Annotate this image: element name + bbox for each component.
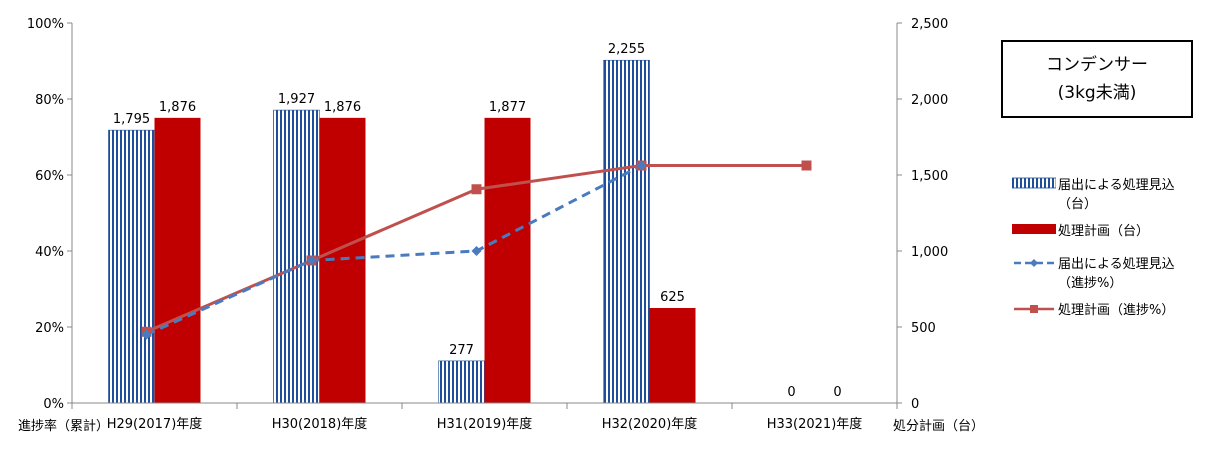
right-tick-label: 2,500	[911, 17, 948, 32]
right-tick-label: 0	[911, 397, 919, 412]
chart-title-box: コンデンサー (3kg未満)	[1001, 40, 1193, 118]
left-tick-label: 20%	[35, 321, 64, 336]
bar-forecast	[438, 360, 485, 404]
chart-title-line2: (3kg未満)	[1057, 83, 1137, 103]
x-tick-label: H29(2017)年度	[107, 416, 203, 432]
legend-label-sub: （台）	[1058, 197, 1098, 212]
marker-plan-progress	[471, 184, 482, 195]
legend-item-line-forecast: 届出による処理見込 （進捗%）	[1012, 255, 1212, 293]
bar-forecast	[603, 59, 650, 404]
x-tick-label: H31(2019)年度	[437, 416, 533, 432]
legend-label: 届出による処理見込	[1058, 178, 1175, 193]
data-label-plan: 0	[833, 385, 841, 400]
chart-legend: 届出による処理見込 （台） 処理計画（台） 届出による処理見込 （進捗%）	[1011, 176, 1212, 328]
marker-forecast-progress	[141, 329, 152, 340]
left-tick-label: 80%	[35, 93, 64, 108]
bar-forecast	[108, 129, 155, 404]
left-tick-label: 60%	[35, 169, 64, 184]
line-forecast-progress	[145, 164, 643, 336]
data-label-plan: 625	[660, 290, 685, 305]
left-tick-label: 100%	[27, 17, 64, 32]
legend-item-bar-forecast: 届出による処理見込 （台）	[1011, 176, 1212, 214]
data-label-plan: 1,876	[159, 100, 196, 115]
data-label-plan: 1,877	[489, 100, 526, 115]
right-tick-label: 2,000	[911, 93, 948, 108]
marker-forecast-progress	[471, 246, 482, 256]
legend-swatch-striped	[1011, 176, 1057, 192]
marker-plan-progress	[801, 160, 812, 171]
data-label-forecast: 277	[449, 343, 474, 358]
data-label-forecast: 2,255	[608, 42, 645, 57]
bar-plan	[484, 117, 531, 404]
legend-line-dashed-diamond	[1012, 255, 1056, 271]
legend-item-line-plan: 処理計画（進捗%）	[1012, 301, 1212, 320]
data-label-forecast: 0	[787, 385, 795, 400]
legend-label: 処理計画（台）	[1058, 224, 1150, 239]
left-tick-label: 40%	[35, 245, 64, 260]
chart-title-line1: コンデンサー	[1046, 55, 1148, 75]
left-tick-label: 0%	[43, 397, 64, 412]
right-tick-label: 1,000	[911, 245, 948, 260]
x-tick-label: H30(2018)年度	[272, 416, 368, 432]
bar-plan	[154, 117, 201, 404]
legend-line-solid-square	[1012, 301, 1056, 317]
data-label-forecast: 1,927	[278, 92, 315, 107]
right-tick-label: 500	[911, 321, 936, 336]
legend-item-bar-plan: 処理計画（台）	[1012, 222, 1212, 241]
bar-plan	[649, 308, 696, 403]
legend-swatch-red	[1012, 222, 1056, 238]
x-tick-label: H33(2021)年度	[767, 416, 863, 432]
legend-label: 届出による処理見込	[1058, 257, 1175, 272]
left-axis-title: 進捗率（累計）	[18, 418, 109, 434]
right-axis-title: 処分計画（台）	[893, 418, 984, 434]
marker-forecast-progress	[636, 160, 647, 171]
legend-label: 処理計画（進捗%）	[1058, 303, 1175, 318]
data-label-forecast: 1,795	[113, 112, 150, 127]
data-label-plan: 1,876	[324, 100, 361, 115]
x-tick-label: H32(2020)年度	[602, 416, 698, 432]
marker-forecast-progress	[306, 255, 317, 266]
legend-label-sub: （進捗%）	[1058, 276, 1123, 291]
right-tick-label: 1,500	[911, 169, 948, 184]
